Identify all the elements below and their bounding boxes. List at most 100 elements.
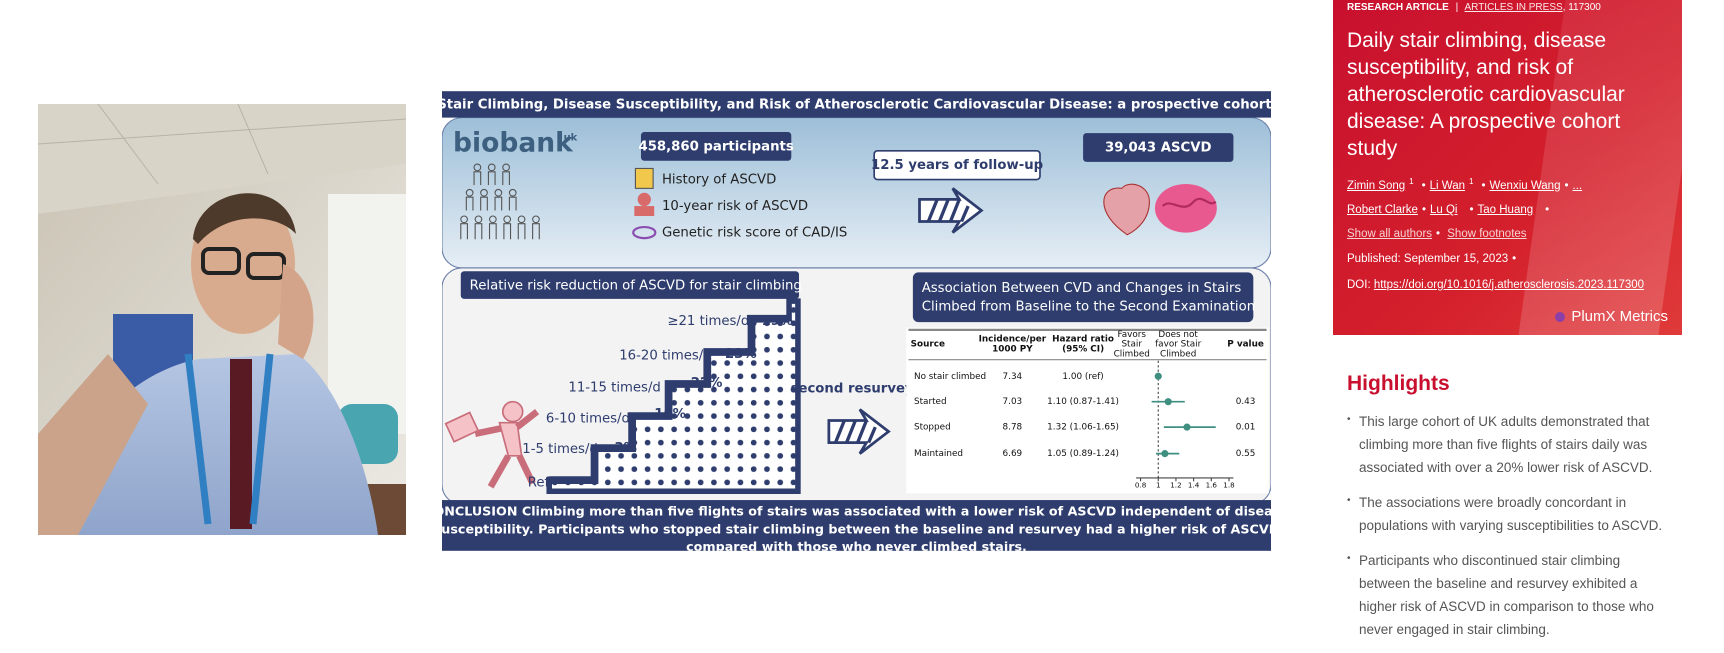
ellipse-shape: [632, 225, 657, 240]
rect-shape: [230, 359, 252, 529]
circle-shape: [487, 163, 496, 172]
line-shape: [38, 118, 406, 145]
table-header-cell: Hazard ratio: [1052, 335, 1114, 345]
author-icon: [1533, 198, 1541, 222]
tick-label: 1.4: [1188, 481, 1200, 490]
row-incidence: 6.69: [1003, 449, 1023, 459]
stair-value: 19%: [761, 314, 793, 329]
rect-shape: [444, 411, 480, 443]
article-number: , 117300: [1562, 2, 1601, 13]
row-p: 0.01: [1236, 423, 1256, 433]
highlight-item: The associations were broadly concordant…: [1347, 489, 1667, 537]
author-sup: 1: [1469, 177, 1474, 186]
stair-label: 6-10 times/d: [546, 411, 630, 426]
rect-shape: [201, 247, 241, 275]
stair-label: 11-15 times/d: [568, 380, 660, 395]
tick-label: 1.8: [1223, 481, 1235, 490]
path-shape: [38, 354, 148, 535]
path-shape: [833, 419, 877, 444]
highlight-item: Participants who discontinued stair clim…: [1347, 547, 1667, 641]
issue-link[interactable]: ARTICLES IN PRESS: [1464, 2, 1563, 13]
forest-axis: 0.8 1 1.2 1.4 1.6 1.8: [1135, 477, 1235, 490]
circle-shape: [503, 215, 512, 224]
path-shape: [278, 264, 314, 359]
circle-shape: [474, 215, 483, 224]
show-footnotes[interactable]: Show footnotes: [1447, 227, 1527, 240]
doi-label: DOI:: [1347, 278, 1371, 291]
author-name[interactable]: Tao Huang: [1477, 203, 1534, 216]
author-name[interactable]: Li Wan: [1429, 179, 1466, 192]
arrow: [827, 408, 891, 455]
table-header-cell: Incidence/per: [979, 335, 1047, 345]
row-incidence: 7.34: [1003, 372, 1023, 382]
row-source: No stair climbed: [914, 372, 986, 382]
plumx[interactable]: PlumX Metrics: [1347, 308, 1668, 325]
conclusion: CONCLUSION Climbing more than five fligh…: [442, 504, 1271, 519]
polygon-shape: [38, 104, 406, 214]
table-body: No stair climbed 7.34 1.00 (ref) Started 7.0…: [914, 372, 1255, 459]
article-header: RESEARCH ARTICLE | ARTICLES IN PRESS, 11…: [1333, 0, 1682, 335]
tick-label: 1.6: [1206, 481, 1218, 490]
stair-label: ≥21 times/d: [667, 314, 749, 329]
logo-suffix: uk: [564, 133, 578, 144]
circle-shape: [1183, 423, 1191, 431]
bullet: •: [1545, 203, 1550, 216]
author-name[interactable]: ...: [1572, 179, 1583, 192]
highlights: Highlights This large cohort of UK adult…: [1347, 372, 1667, 653]
circle-shape: [460, 215, 468, 224]
forest-plot: [1151, 372, 1216, 458]
stair-value: 23%: [725, 347, 757, 362]
rect-shape: [634, 167, 654, 189]
table-header-cell: (95% CI): [1062, 345, 1104, 355]
author-sup: 1: [1409, 177, 1414, 186]
rect-shape: [442, 500, 1271, 551]
author-name[interactable]: Lu Qi: [1429, 203, 1458, 216]
path-shape: [926, 198, 970, 223]
path-shape: [193, 193, 296, 244]
path-shape: [460, 171, 540, 240]
circle-shape: [480, 188, 488, 197]
highlights-list: This large cohort of UK adults demonstra…: [1347, 408, 1667, 641]
plumx-label[interactable]: PlumX Metrics: [1571, 307, 1668, 325]
row-p: 0.43: [1236, 397, 1256, 407]
table-header-cell: Stair: [1121, 340, 1142, 350]
highlight-item: This large cohort of UK adults demonstra…: [1347, 408, 1667, 479]
stair-label: 16-20 times/d: [619, 348, 711, 363]
rect-shape: [442, 91, 1271, 118]
table-header-cell: Climbed: [1160, 350, 1196, 360]
author-name[interactable]: Robert Clarke: [1347, 203, 1418, 216]
circle-shape: [532, 215, 540, 224]
stair-value: 22%: [691, 376, 723, 391]
doi-link[interactable]: https://doi.org/10.1016/j.atherosclerosi…: [1373, 278, 1645, 291]
path-shape: [549, 314, 790, 485]
item: Genetic risk score of CAD/IS: [662, 226, 847, 241]
circle-shape: [501, 400, 524, 423]
bullet: •: [1436, 227, 1441, 240]
participants: 458,860 participants: [638, 139, 793, 154]
path-shape: [184, 353, 212, 525]
show-authors[interactable]: Show all authors: [1347, 227, 1433, 240]
circle-shape: [465, 188, 474, 197]
arrow: [918, 187, 984, 234]
path-shape: [474, 409, 540, 489]
stair-label: 1-5 times/d: [522, 442, 598, 457]
path-shape: [1161, 197, 1217, 208]
author-name[interactable]: Zimin Song: [1347, 179, 1406, 192]
stairs-title: Relative risk reduction of ASCVD for sta…: [470, 279, 802, 294]
circle-shape: [517, 215, 526, 224]
table-header-cell: Favors: [1117, 330, 1146, 340]
article-title: Daily stair climbing, disease susceptibi…: [1347, 29, 1625, 160]
author-links: Show all authors • Show footnotes: [1347, 222, 1668, 246]
highlights-heading: Highlights: [1347, 372, 1450, 395]
row-source: Maintained: [914, 449, 963, 459]
table-header-cell: favor Stair: [1155, 340, 1202, 350]
rect-shape: [634, 206, 655, 216]
separator: |: [1455, 2, 1459, 13]
table-header-cell: Source: [911, 340, 945, 350]
table-header-cell: P value: [1227, 340, 1264, 350]
author-name[interactable]: Wenxiu Wang: [1489, 179, 1561, 192]
assoc-title: Climbed from Baseline to the Second Exam…: [922, 300, 1255, 315]
